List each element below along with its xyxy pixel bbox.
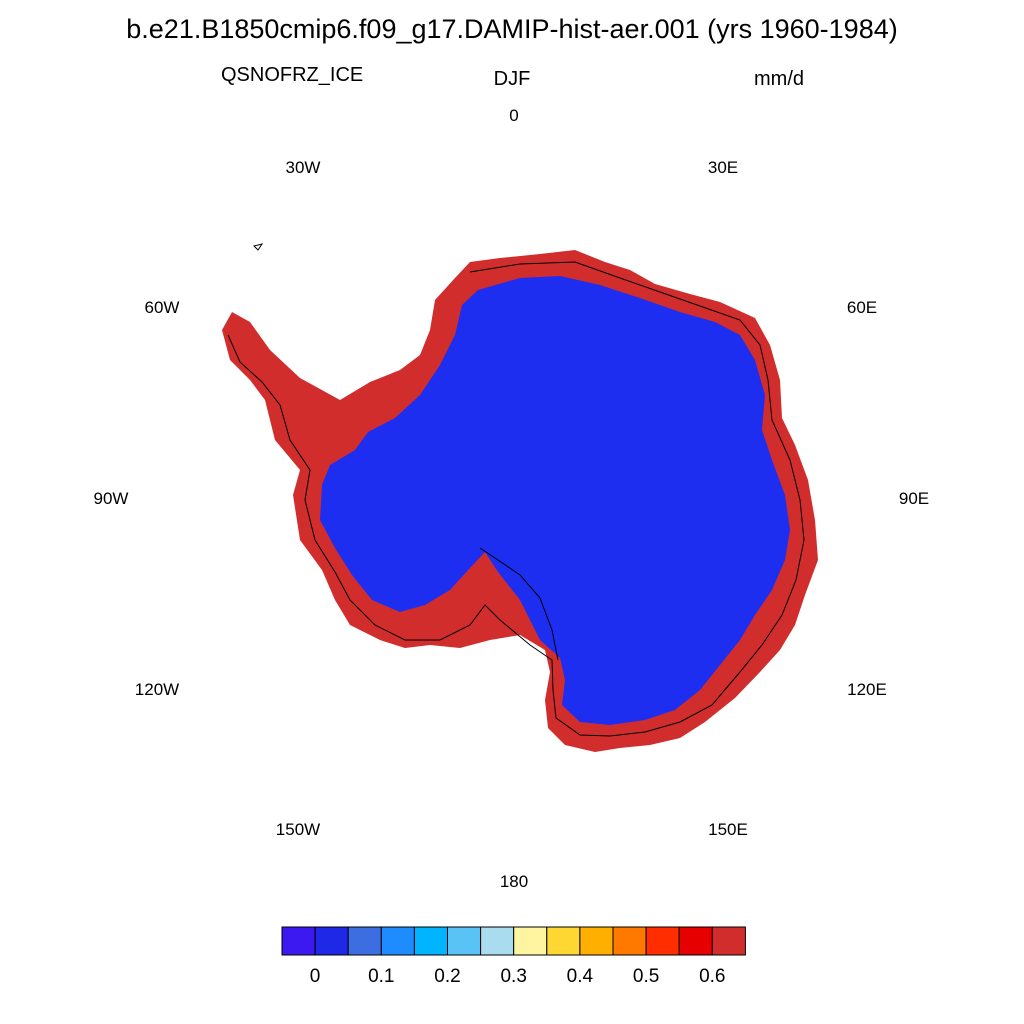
colorbar-swatch-13 bbox=[711, 926, 746, 956]
colorbar-swatch-3 bbox=[380, 926, 415, 956]
colorbar-tick-label: 0.5 bbox=[632, 966, 660, 987]
island-outline bbox=[253, 243, 264, 251]
lon-label-180: 180 bbox=[499, 872, 529, 891]
coastline bbox=[227, 261, 805, 737]
lon-label-150e: 150E bbox=[708, 820, 748, 839]
ice-interior bbox=[320, 276, 790, 725]
lon-label-0: 0 bbox=[509, 106, 519, 125]
colorbar-tick-label: 0 bbox=[309, 966, 321, 987]
colorbar-swatch-8 bbox=[546, 926, 581, 956]
colorbar-tick-label: 0.2 bbox=[434, 966, 461, 987]
lon-label-30w: 30W bbox=[285, 158, 321, 177]
lon-label-120w: 120W bbox=[134, 680, 180, 699]
colorbar-swatch-4 bbox=[413, 926, 448, 956]
colorbar-swatch-0 bbox=[281, 926, 316, 956]
lon-label-90w: 90W bbox=[93, 489, 129, 508]
lon-label-60e: 60E bbox=[846, 298, 878, 317]
colorbar-swatch-7 bbox=[513, 926, 548, 956]
colorbar-tick-label: 0.1 bbox=[368, 966, 395, 987]
colorbar-swatch-9 bbox=[579, 926, 614, 956]
variable-label: QSNOFRZ_ICE bbox=[221, 64, 364, 86]
colorbar-swatch-5 bbox=[447, 926, 482, 956]
colorbar-swatch-6 bbox=[480, 926, 515, 956]
lon-label-90e: 90E bbox=[898, 489, 930, 508]
season-label: DJF bbox=[493, 68, 531, 90]
units-label: mm/d bbox=[754, 68, 804, 90]
lon-label-30e: 30E bbox=[707, 158, 739, 177]
colorbar-swatch-2 bbox=[347, 926, 382, 956]
colorbar-swatch-10 bbox=[612, 926, 647, 956]
lon-label-150w: 150W bbox=[275, 820, 321, 839]
colorbar-swatch-11 bbox=[645, 926, 680, 956]
colorbar-tick-label: 0.4 bbox=[566, 966, 594, 987]
colorbar-tick-label: 0.6 bbox=[699, 966, 726, 987]
plot-title: b.e21.B1850cmip6.f09_g17.DAMIP-hist-aer.… bbox=[126, 14, 898, 44]
ice-sheet-interior bbox=[320, 276, 790, 725]
lon-label-60w: 60W bbox=[144, 298, 180, 317]
lon-label-120e: 120E bbox=[847, 680, 887, 699]
coastline-outline bbox=[227, 243, 805, 737]
colorbar bbox=[281, 926, 746, 956]
colorbar-swatch-1 bbox=[314, 926, 349, 956]
colorbar-swatch-12 bbox=[678, 926, 713, 956]
colorbar-tick-label: 0.3 bbox=[500, 966, 527, 987]
